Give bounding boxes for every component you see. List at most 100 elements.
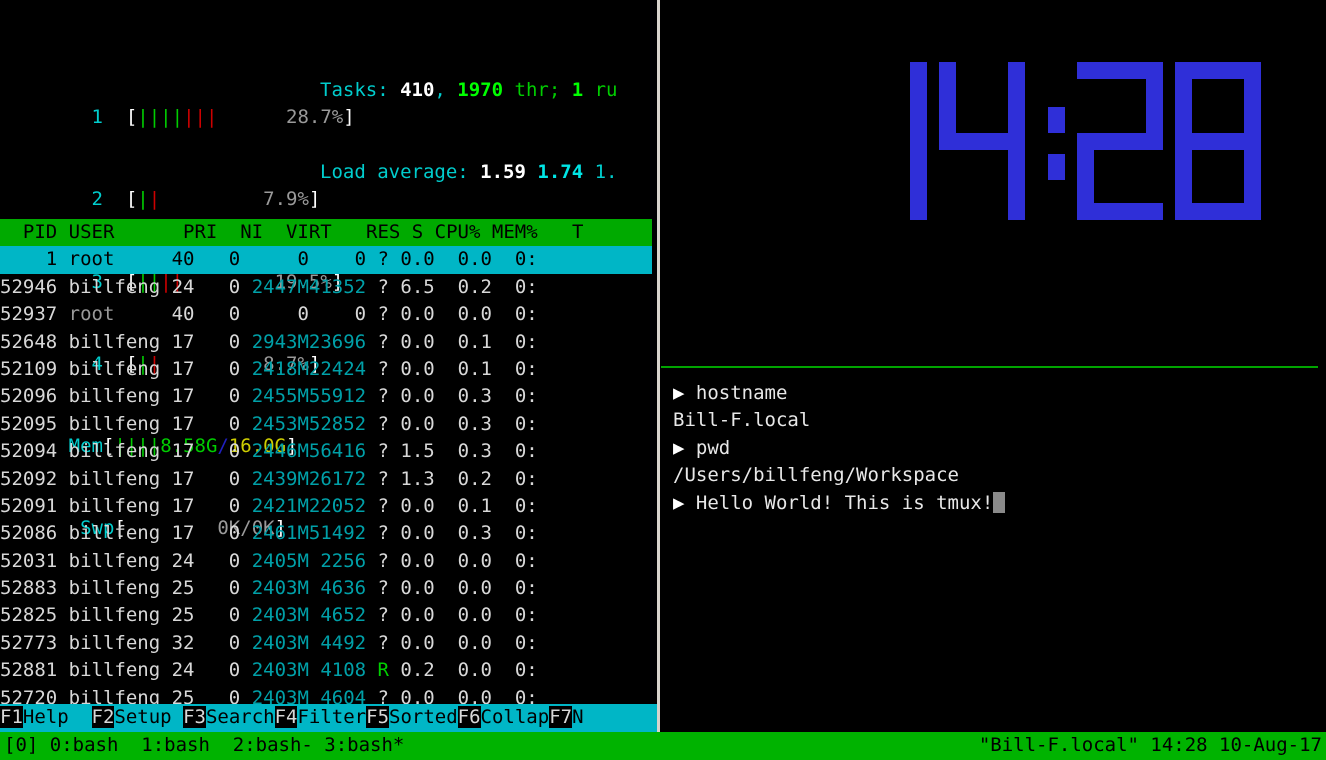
cell-virt: 2461M [251,522,309,545]
clock-segment-g [1077,132,1163,150]
fkey-f5[interactable]: F5 [366,706,390,728]
table-row[interactable]: 52946 billfeng 24 0 2447M41352 ? 6.5 0.2… [0,274,657,301]
fkey-f3-label[interactable]: Search [205,706,275,728]
fkey-f4[interactable]: F4 [274,706,298,728]
fkey-f7[interactable]: F7 [549,706,573,728]
table-row[interactable]: 52720 billfeng 25 0 2403M 4604 ? 0.0 0.0… [0,685,657,712]
cell-pri: 24 [171,659,229,682]
fkey-f2[interactable]: F2 [91,706,115,728]
table-row[interactable]: 52825 billfeng 25 0 2403M 4652 ? 0.0 0.0… [0,602,657,629]
table-row[interactable]: 52773 billfeng 32 0 2403M 4492 ? 0.0 0.0… [0,630,657,657]
table-row[interactable]: 52095 billfeng 17 0 2453M52852 ? 0.0 0.3… [0,411,657,438]
process-rows[interactable]: 1 root 40 0 0 0 ? 0.0 0.0 0: 52946 billfe… [0,246,657,712]
cell-state: ? [366,385,401,408]
load-5min: 1.74 [537,161,584,184]
cell-mem: 0.1 [457,330,515,353]
table-row[interactable]: 1 root 40 0 0 0 ? 0.0 0.0 0: [0,246,652,274]
table-row[interactable]: 52086 billfeng 17 0 2461M51492 ? 0.0 0.3… [0,520,657,547]
table-row[interactable]: 52091 billfeng 17 0 2421M22052 ? 0.0 0.1… [0,493,657,520]
cell-res: 4636 [308,577,367,600]
tmux-status-bar[interactable]: [0] 0:bash 1:bash 2:bash- 3:bash* "Bill-… [0,732,1326,760]
cpu-4-red-bars: | [148,352,161,375]
fkey-f2-label[interactable]: Setup [114,706,184,728]
cell-res: 51492 [308,522,367,545]
cell-ni: 0 [228,659,252,682]
swap-meter: Swp[ 0K/0K] [0,488,355,539]
cell-ni: 0 [228,275,252,298]
pane-divider[interactable] [657,0,660,732]
table-row[interactable]: 52883 billfeng 25 0 2403M 4636 ? 0.0 0.0… [0,575,657,602]
fkey-f4-label[interactable]: Filter [297,706,367,728]
cell-state: ? [366,577,401,600]
cell-pid: 52883 [0,577,69,600]
fkey-f6-label[interactable]: Collap [480,706,550,728]
cell-time: 0: [514,494,538,517]
fkey-f6[interactable]: F6 [457,706,481,728]
fkey-f1[interactable]: F1 [0,706,23,728]
cpu-3-pct: 19.5% [183,270,332,293]
cell-time: 0: [514,631,538,654]
cell-pid: 52825 [0,604,69,627]
cell-user: root [68,303,172,326]
table-row[interactable]: 52031 billfeng 24 0 2405M 2256 ? 0.0 0.0… [0,548,657,575]
tasks-label: Tasks: [320,78,401,101]
table-row[interactable]: 52937 root 40 0 0 0 ? 0.0 0.0 0: [0,301,657,328]
fkey-f7-label[interactable]: N [572,706,584,728]
table-row[interactable]: 52109 billfeng 17 0 2418M22424 ? 0.0 0.1… [0,356,657,383]
cell-user: root [68,248,172,271]
cell-ni: 0 [228,330,252,353]
cell-time: 0: [514,604,538,627]
cell-user: billfeng [68,330,172,353]
cell-mem: 0.0 [457,577,515,600]
table-row[interactable]: 52648 billfeng 17 0 2943M23696 ? 0.0 0.1… [0,329,657,356]
clock-digit-0 [841,62,927,220]
process-table[interactable]: PID USER PRI NI VIRT RES S CPU% MEM% T 1… [0,219,657,712]
cell-time: 0: [514,522,538,545]
cell-res: 56416 [308,440,367,463]
cell-pid: 52094 [0,440,69,463]
terminal-pane[interactable]: ▶ hostname Bill-F.local ▶ pwd/Users/billfe… [661,368,1326,732]
cell-mem: 0.2 [457,467,515,490]
clock-segment-d [1175,203,1261,220]
bracket-close: ] [343,106,355,129]
table-row[interactable]: 52881 billfeng 24 0 2403M 4108 R 0.2 0.0… [0,657,657,684]
cell-ni: 0 [228,686,252,709]
cpu-4-pct: 8.7% [160,352,309,375]
cell-user: billfeng [68,549,172,572]
cell-res: 2256 [308,549,367,572]
clock-segment-e [1077,132,1094,220]
cell-ni: 0 [228,385,252,408]
cell-pid: 52946 [0,275,69,298]
terminal-text: hostname [695,382,788,404]
fkey-f3[interactable]: F3 [183,706,206,728]
cell-state: ? [366,440,401,463]
cell-state: ? [366,604,401,627]
function-key-bar[interactable]: F1Help F2Setup F3SearchF4FilterF5SortedF… [0,704,657,732]
cell-pid: 52648 [0,330,69,353]
clock-segment-f [1175,62,1192,141]
cpu-3-green-bars: || [137,270,161,293]
cell-time: 0: [514,577,538,600]
fkey-f5-label[interactable]: Sorted [389,706,458,728]
cell-cpu: 0.0 [400,604,458,627]
htop-pane[interactable]: 1 [||||||| 28.7%] 2 [|| 7.9%] 3 [|||| 19… [0,0,657,732]
table-row[interactable]: 52094 billfeng 17 0 2446M56416 ? 1.5 0.3… [0,438,657,465]
clock-pane[interactable] [661,0,1326,366]
cell-user: billfeng [68,275,172,298]
cell-pri: 40 [171,303,229,326]
cell-cpu: 0.0 [400,412,458,435]
clock-segment-g [841,133,927,150]
table-row[interactable]: 52092 billfeng 17 0 2439M26172 ? 1.3 0.2… [0,466,657,493]
process-table-header: PID USER PRI NI VIRT RES S CPU% MEM% T [0,219,652,247]
clock-segment-g [939,132,1025,150]
cell-cpu: 0.0 [400,631,458,654]
cell-virt: 2403M [251,686,309,709]
clock-colon [1037,62,1077,220]
table-row[interactable]: 52096 billfeng 17 0 2455M55912 ? 0.0 0.3… [0,383,657,410]
clock-segment-c [1244,132,1261,220]
fkey-f1-label[interactable]: Help [22,706,92,728]
tmux-window-list[interactable]: [0] 0:bash 1:bash 2:bash- 3:bash* [4,734,405,756]
bracket-close: ] [331,270,344,293]
clock-segment-b [1008,62,1025,141]
cell-res: 52852 [308,412,367,435]
